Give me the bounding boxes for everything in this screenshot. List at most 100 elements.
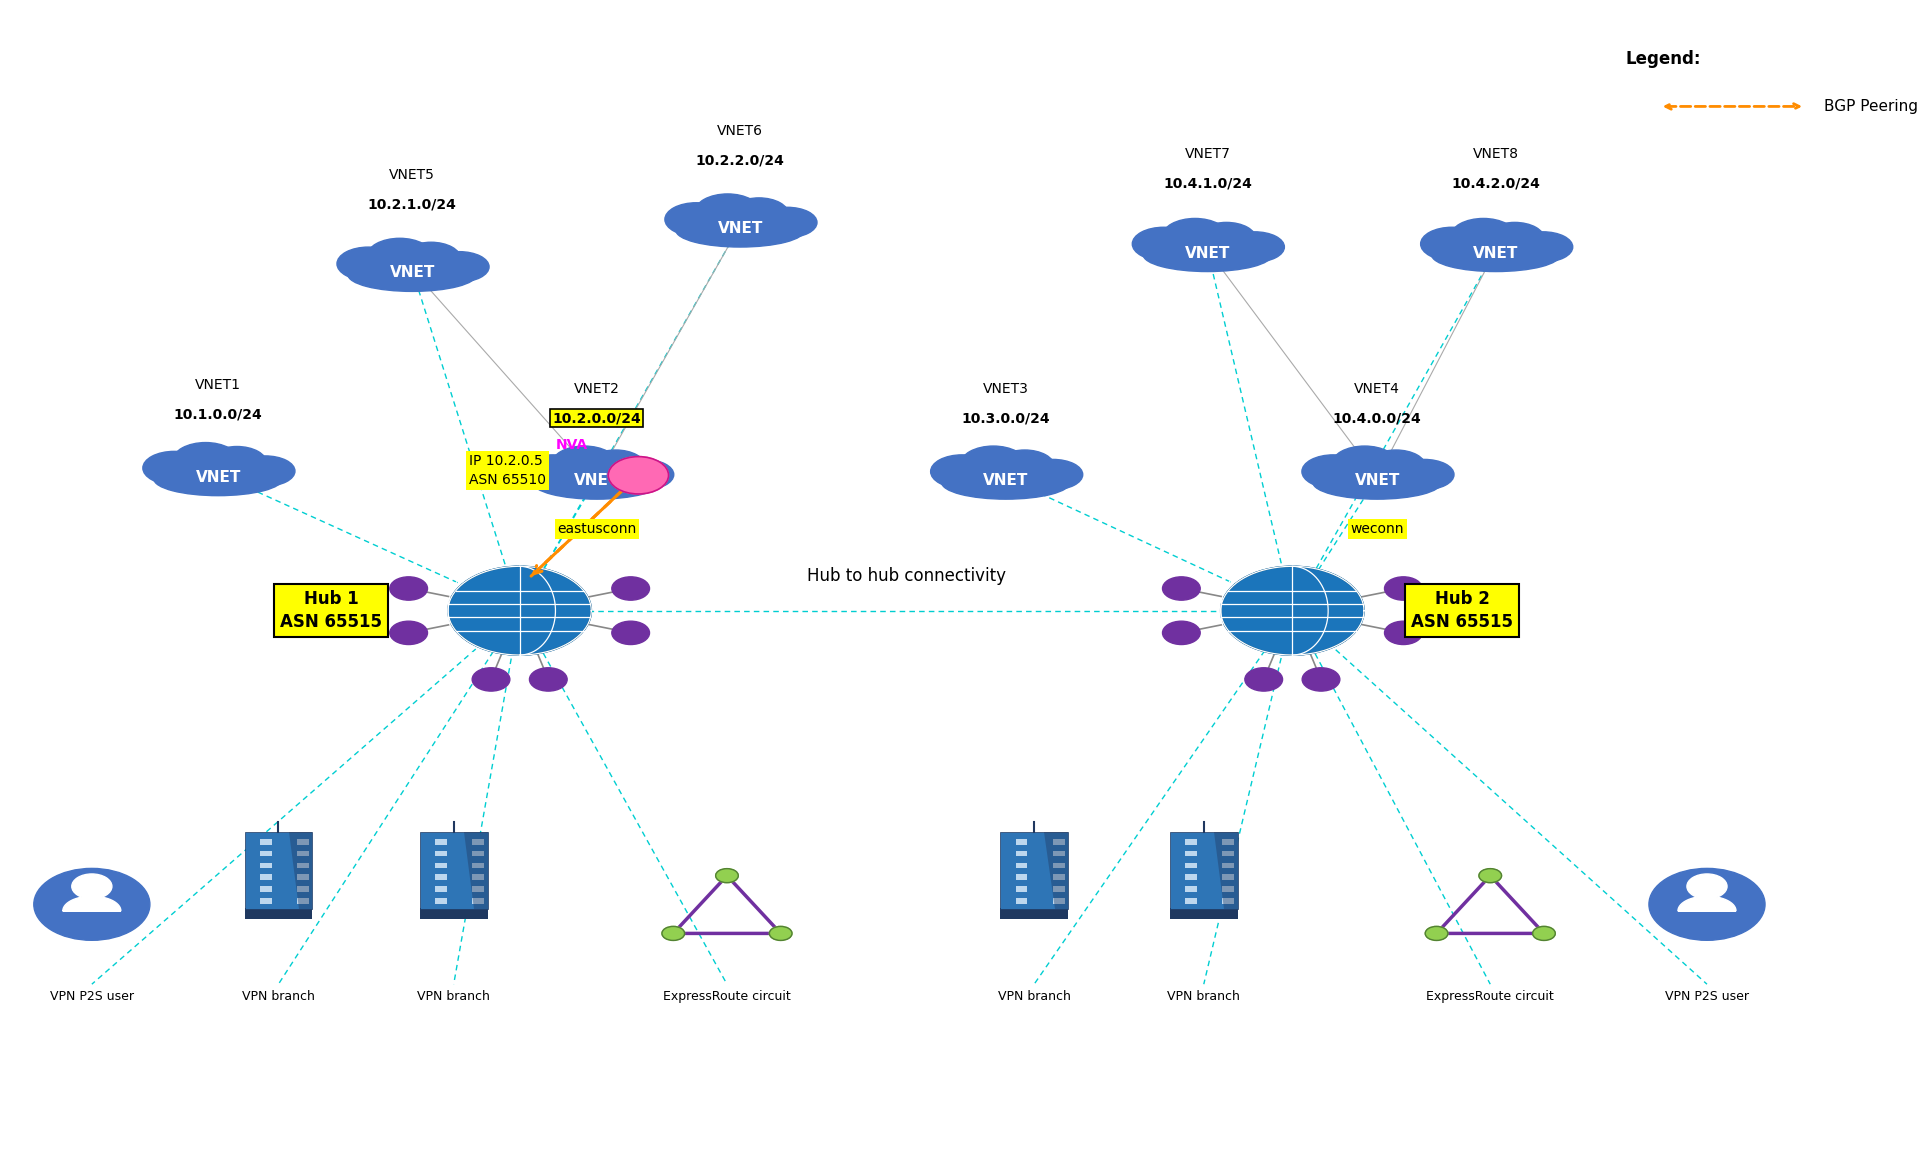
- FancyArrowPatch shape: [531, 480, 634, 576]
- FancyBboxPatch shape: [471, 839, 485, 845]
- Text: VPN P2S user: VPN P2S user: [50, 990, 133, 1003]
- Circle shape: [715, 868, 738, 882]
- Text: VPN P2S user: VPN P2S user: [1665, 990, 1748, 1003]
- Ellipse shape: [1132, 227, 1196, 261]
- Text: ExpressRoute circuit: ExpressRoute circuit: [663, 990, 790, 1003]
- Ellipse shape: [931, 455, 993, 488]
- Polygon shape: [288, 832, 313, 909]
- Polygon shape: [64, 896, 122, 911]
- Circle shape: [1478, 868, 1501, 882]
- FancyBboxPatch shape: [298, 839, 309, 845]
- FancyBboxPatch shape: [298, 851, 309, 856]
- Ellipse shape: [429, 252, 489, 282]
- Ellipse shape: [960, 446, 1026, 482]
- FancyBboxPatch shape: [1001, 832, 1068, 909]
- Ellipse shape: [236, 456, 296, 487]
- Circle shape: [1532, 927, 1555, 941]
- FancyBboxPatch shape: [471, 874, 485, 880]
- FancyBboxPatch shape: [1053, 839, 1065, 845]
- Polygon shape: [1045, 832, 1068, 909]
- Text: VNET: VNET: [195, 469, 242, 484]
- FancyBboxPatch shape: [1223, 886, 1235, 892]
- Text: VNET: VNET: [574, 473, 620, 488]
- Ellipse shape: [1451, 219, 1517, 255]
- FancyBboxPatch shape: [259, 851, 272, 856]
- Text: IP 10.2.0.5
ASN 65510: IP 10.2.0.5 ASN 65510: [469, 454, 545, 488]
- Text: Hub 1
ASN 65515: Hub 1 ASN 65515: [280, 590, 383, 632]
- Ellipse shape: [1314, 466, 1441, 500]
- Circle shape: [1385, 621, 1422, 645]
- Text: BGP Peering: BGP Peering: [1824, 99, 1918, 113]
- FancyBboxPatch shape: [1184, 862, 1198, 868]
- FancyBboxPatch shape: [298, 862, 309, 868]
- FancyBboxPatch shape: [1001, 908, 1068, 918]
- Text: VNET: VNET: [983, 473, 1028, 488]
- Text: VNET3: VNET3: [983, 381, 1030, 395]
- Polygon shape: [1679, 896, 1737, 911]
- Ellipse shape: [402, 242, 462, 276]
- Ellipse shape: [533, 466, 661, 500]
- Polygon shape: [1213, 832, 1238, 909]
- Ellipse shape: [1302, 455, 1364, 488]
- Ellipse shape: [348, 259, 477, 291]
- FancyBboxPatch shape: [1223, 862, 1235, 868]
- FancyBboxPatch shape: [298, 897, 309, 903]
- Text: VPN branch: VPN branch: [1167, 990, 1240, 1003]
- FancyBboxPatch shape: [1016, 839, 1028, 845]
- Circle shape: [471, 668, 510, 691]
- Text: VNET: VNET: [1184, 246, 1231, 261]
- FancyBboxPatch shape: [435, 839, 446, 845]
- Ellipse shape: [172, 442, 238, 479]
- Ellipse shape: [665, 202, 728, 236]
- Text: 10.2.2.0/24: 10.2.2.0/24: [696, 153, 784, 167]
- Text: VNET5: VNET5: [390, 168, 435, 183]
- Text: NVA: NVA: [556, 438, 587, 452]
- FancyArrowPatch shape: [533, 477, 636, 573]
- FancyBboxPatch shape: [1053, 851, 1065, 856]
- Ellipse shape: [155, 462, 282, 496]
- Circle shape: [1163, 621, 1200, 645]
- Text: VNET6: VNET6: [717, 124, 763, 138]
- Circle shape: [529, 668, 568, 691]
- FancyBboxPatch shape: [1053, 897, 1065, 903]
- Text: VNET4: VNET4: [1354, 381, 1401, 395]
- Ellipse shape: [1196, 222, 1256, 256]
- FancyBboxPatch shape: [1223, 839, 1235, 845]
- Ellipse shape: [1331, 446, 1397, 482]
- Circle shape: [663, 927, 684, 941]
- FancyBboxPatch shape: [1053, 886, 1065, 892]
- FancyBboxPatch shape: [245, 908, 313, 918]
- Text: Legend:: Legend:: [1627, 50, 1702, 68]
- FancyBboxPatch shape: [1053, 862, 1065, 868]
- Ellipse shape: [1420, 227, 1484, 261]
- FancyBboxPatch shape: [1223, 874, 1235, 880]
- Ellipse shape: [1486, 222, 1544, 256]
- Ellipse shape: [696, 194, 761, 230]
- Text: VNET: VNET: [390, 266, 435, 281]
- FancyBboxPatch shape: [259, 897, 272, 903]
- FancyBboxPatch shape: [1016, 851, 1028, 856]
- Polygon shape: [464, 832, 487, 909]
- Circle shape: [1302, 668, 1341, 691]
- Ellipse shape: [207, 447, 267, 480]
- Ellipse shape: [995, 450, 1055, 483]
- FancyBboxPatch shape: [245, 832, 313, 909]
- Text: VNET8: VNET8: [1472, 147, 1519, 161]
- Text: VNET2: VNET2: [574, 381, 620, 395]
- Ellipse shape: [941, 466, 1070, 500]
- Text: VNET: VNET: [717, 221, 763, 236]
- FancyBboxPatch shape: [1184, 886, 1198, 892]
- Ellipse shape: [585, 450, 645, 483]
- Ellipse shape: [1144, 239, 1271, 271]
- Ellipse shape: [676, 214, 804, 247]
- FancyBboxPatch shape: [1016, 862, 1028, 868]
- Text: Hub 2
ASN 65515: Hub 2 ASN 65515: [1410, 590, 1513, 632]
- Circle shape: [1244, 668, 1283, 691]
- FancyBboxPatch shape: [1184, 897, 1198, 903]
- FancyBboxPatch shape: [419, 908, 487, 918]
- Ellipse shape: [1161, 219, 1229, 255]
- Circle shape: [1221, 566, 1364, 655]
- FancyBboxPatch shape: [1184, 839, 1198, 845]
- Text: 10.1.0.0/24: 10.1.0.0/24: [174, 407, 263, 421]
- FancyBboxPatch shape: [435, 886, 446, 892]
